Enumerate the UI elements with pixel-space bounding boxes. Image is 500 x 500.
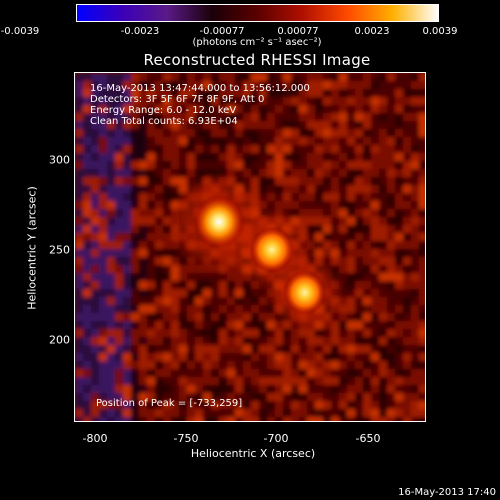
rhessi-image	[75, 73, 425, 421]
y-tick-label: 200	[49, 333, 70, 347]
colorbar-tick-label: 0.00077	[277, 26, 319, 37]
y-axis-title: Heliocentric Y (arcsec)	[25, 186, 39, 310]
colorbar	[76, 4, 439, 22]
colorbar-gradient	[77, 5, 438, 21]
x-axis-title: Heliocentric X (arcsec)	[190, 447, 316, 460]
time-range-text: 16-May-2013 13:47:44.000 to 13:56:12.000	[90, 83, 310, 94]
colorbar-tick-label: 0.0039	[422, 26, 458, 37]
emission-source	[282, 269, 327, 316]
peak-position-text: Position of Peak = [-733,259]	[96, 398, 243, 409]
colorbar-units-label: (photons cm⁻² s⁻¹ asec⁻²)	[192, 37, 322, 48]
image-plot-area: 16-May-2013 13:47:44.000 to 13:56:12.000…	[74, 72, 426, 422]
x-tick-label: -700	[263, 432, 289, 445]
y-tick-label: 300	[49, 153, 70, 167]
colorbar-tick-label: -0.0023	[120, 26, 160, 37]
colorbar-tick-label: -0.0039	[0, 26, 40, 37]
plot-title: Reconstructed RHESSI Image	[143, 51, 371, 69]
info-block: 16-May-2013 13:47:44.000 to 13:56:12.000…	[90, 83, 310, 127]
x-tick-label: -750	[173, 432, 199, 445]
clean-counts-text: Clean Total counts: 6.93E+04	[90, 116, 238, 127]
energy-range-text: Energy Range: 6.0 - 12.0 keV	[90, 105, 237, 116]
colorbar-tick-label: -0.00077	[199, 26, 245, 37]
x-tick-label: -800	[82, 432, 108, 445]
emission-source	[193, 194, 246, 250]
y-tick-label: 250	[49, 243, 70, 257]
colorbar-tick-label: 0.0023	[354, 26, 390, 37]
x-tick-label: -650	[355, 432, 381, 445]
emission-sources	[177, 179, 337, 325]
detectors-text: Detectors: 3F 5F 6F 7F 8F 9F, Att 0	[90, 94, 265, 105]
emission-source	[249, 226, 295, 274]
generated-timestamp: 16-May-2013 17:40	[398, 487, 496, 498]
